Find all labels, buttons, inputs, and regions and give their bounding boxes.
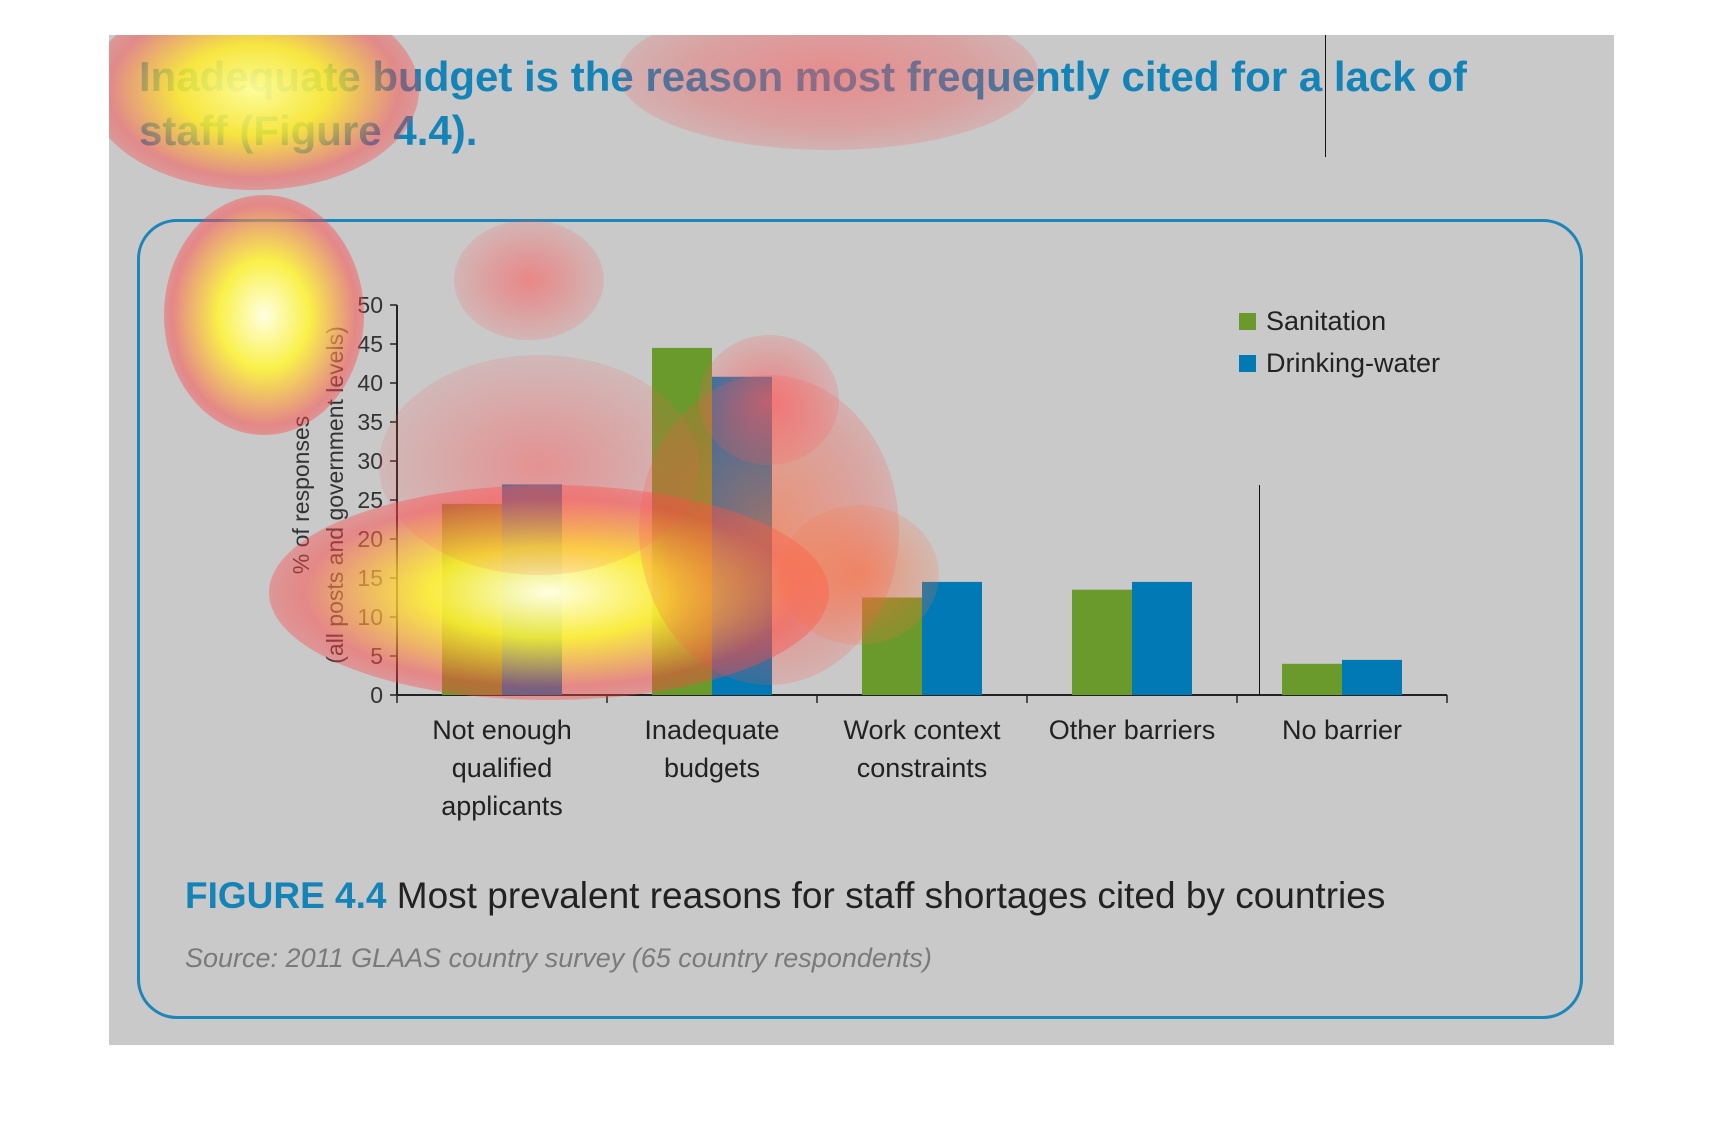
y-tick-label: 35 bbox=[357, 409, 383, 435]
y-axis-title-line: % of responses bbox=[288, 416, 314, 575]
y-tick-label: 50 bbox=[357, 292, 383, 318]
bar-sanitation bbox=[862, 597, 922, 695]
legend-label: Drinking-water bbox=[1266, 348, 1440, 378]
cursor-line-headline bbox=[1325, 35, 1326, 157]
figure-source: Source: 2011 GLAAS country survey (65 co… bbox=[185, 943, 932, 973]
bar-drinking-water bbox=[502, 484, 562, 695]
x-category-label: budgets bbox=[664, 753, 760, 783]
y-tick-label: 30 bbox=[357, 448, 383, 474]
figure-panel: Inadequate budget is the reason most fre… bbox=[109, 35, 1614, 1045]
bar-drinking-water bbox=[1132, 581, 1192, 695]
x-category-label: Not enough bbox=[432, 715, 572, 745]
x-category-label: No barrier bbox=[1282, 715, 1402, 745]
bar-sanitation bbox=[442, 503, 502, 695]
x-category-label: constraints bbox=[857, 753, 988, 783]
figure-frame bbox=[137, 219, 1583, 1019]
figure-caption: FIGURE 4.4 Most prevalent reasons for st… bbox=[185, 875, 1385, 917]
y-tick-label: 5 bbox=[370, 643, 383, 669]
bar-sanitation bbox=[1282, 663, 1342, 695]
legend-swatch-sanitation bbox=[1239, 313, 1256, 330]
cursor-line-chart bbox=[1259, 485, 1260, 695]
y-axis-title-line: (all posts and government levels) bbox=[322, 326, 348, 664]
y-tick-label: 15 bbox=[357, 565, 383, 591]
y-tick-label: 25 bbox=[357, 487, 383, 513]
legend-swatch-drinking-water bbox=[1239, 355, 1256, 372]
y-tick-label: 20 bbox=[357, 526, 383, 552]
figure-title: Most prevalent reasons for staff shortag… bbox=[396, 875, 1386, 916]
bar-drinking-water bbox=[712, 376, 772, 695]
y-tick-label: 10 bbox=[357, 604, 383, 630]
bar-sanitation bbox=[652, 347, 712, 695]
x-category-label: Other barriers bbox=[1049, 715, 1216, 745]
y-tick-label: 0 bbox=[370, 682, 383, 708]
figure-number: FIGURE 4.4 bbox=[185, 875, 387, 916]
legend-label: Sanitation bbox=[1266, 306, 1386, 336]
x-category-label: qualified bbox=[452, 753, 553, 783]
bar-sanitation bbox=[1072, 589, 1132, 695]
y-tick-label: 40 bbox=[357, 370, 383, 396]
x-category-label: Work context bbox=[843, 715, 1001, 745]
bar-drinking-water bbox=[1342, 659, 1402, 695]
bar-drinking-water bbox=[922, 581, 982, 695]
y-tick-label: 45 bbox=[357, 331, 383, 357]
x-category-label: applicants bbox=[441, 791, 563, 821]
x-category-label: Inadequate bbox=[644, 715, 779, 745]
